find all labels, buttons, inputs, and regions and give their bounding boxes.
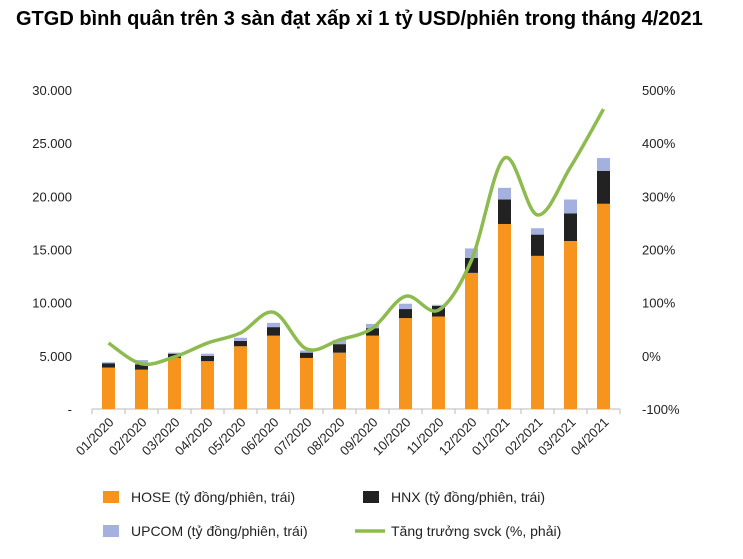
bar-upcom [432,304,445,306]
legend-swatch [103,525,119,537]
legend-swatch [103,491,119,503]
bar-upcom [267,322,280,328]
right-axis-tick: 100% [642,296,676,311]
right-axis-tick: 0% [642,349,661,364]
right-axis-tick: 500% [642,83,676,98]
bar-hnx [531,234,544,256]
bar-hose [135,369,148,409]
right-axis-tick: 400% [642,136,676,151]
right-axis-tick: -100% [642,402,680,417]
left-axis-tick: - [68,402,72,417]
bar-upcom [333,339,346,345]
bar-hnx [300,352,313,358]
legend-label: UPCOM (tỷ đồng/phiên, trái) [131,523,308,539]
right-axis-tick: 300% [642,189,676,204]
bar-hnx [234,340,247,347]
growth-line [107,108,606,367]
bar-hnx [366,328,379,336]
bar-upcom [300,350,313,353]
legend-label: HOSE (tỷ đồng/phiên, trái) [131,489,295,505]
bar-hnx [102,363,115,368]
bar-hnx [135,364,148,370]
bar-upcom [465,248,478,259]
bar-hose [597,203,610,409]
left-axis-tick: 10.000 [32,296,72,311]
bar-hose [267,335,280,409]
bar-hose [399,318,412,409]
bar-upcom [531,228,544,235]
bar-hnx [399,309,412,319]
bar-hnx [333,344,346,353]
bar-upcom [399,303,412,310]
bar-upcom [201,353,214,356]
bar-hose [201,361,214,409]
bar-upcom [597,158,610,171]
bar-upcom [102,362,115,364]
bar-hnx [267,327,280,336]
left-axis-tick: 20.000 [32,189,72,204]
left-axis-tick: 30.000 [32,83,72,98]
chart-title: GTGD bình quân trên 3 sàn đạt xấp xỉ 1 t… [16,8,703,30]
bar-hose [531,255,544,409]
bar-hose [102,367,115,409]
bar-upcom [168,352,181,354]
bar-hose [333,352,346,409]
bar-hose [498,223,511,409]
bar-hose [300,357,313,409]
left-axis-tick: 15.000 [32,243,72,258]
legend-label: Tăng trưởng svck (%, phải) [391,523,561,539]
bar-hose [465,272,478,409]
bar-hose [234,346,247,409]
bar-hnx [498,199,511,224]
legend-swatch [363,491,379,503]
bar-hnx [201,355,214,362]
left-axis-tick: 5.000 [39,349,72,364]
bar-hose [366,335,379,409]
left-axis-tick: 25.000 [32,136,72,151]
bar-hose [432,316,445,409]
bar-upcom [234,337,247,341]
bar-hose [564,240,577,409]
bar-upcom [564,199,577,214]
legend-label: HNX (tỷ đồng/phiên, trái) [391,489,545,505]
right-axis-tick: 200% [642,243,676,258]
bar-upcom [498,187,511,200]
bar-hnx [564,213,577,241]
bar-hnx [597,170,610,204]
bar-hose [168,357,181,409]
